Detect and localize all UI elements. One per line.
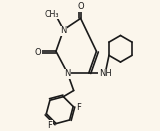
- Text: O: O: [35, 48, 42, 57]
- Text: CH₃: CH₃: [44, 10, 59, 19]
- Text: N: N: [64, 69, 71, 78]
- Text: F: F: [47, 121, 52, 130]
- Text: O: O: [77, 2, 84, 11]
- Text: NH: NH: [99, 69, 112, 78]
- Text: N: N: [60, 26, 67, 35]
- Text: F: F: [76, 103, 81, 112]
